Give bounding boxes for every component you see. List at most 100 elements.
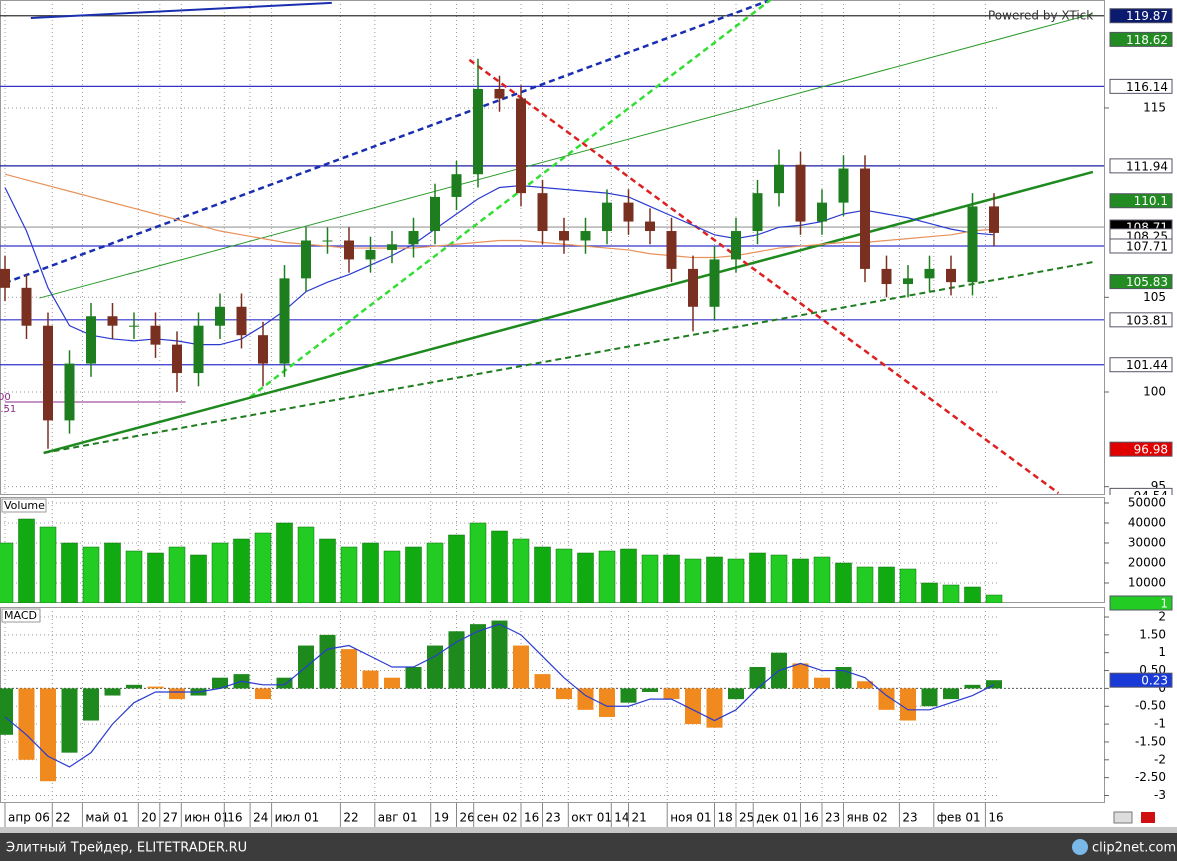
footer-bar: [0, 833, 1177, 861]
value-badge: [1109, 487, 1173, 495]
macd-bar: [126, 684, 142, 689]
x-tick-label: 21: [632, 811, 647, 825]
x-tick-label: авг 01: [378, 811, 418, 825]
candle-body: [967, 206, 978, 283]
watermark: Powered by XTick: [988, 9, 1093, 23]
trend-line: [30, 1, 332, 19]
y-tick-label: 1.50: [1139, 627, 1166, 641]
macd-bar: [728, 688, 744, 700]
x-tick-label: апр 06: [8, 811, 50, 825]
x-tick-label: окт 01: [571, 811, 612, 825]
candle-body: [258, 335, 268, 364]
macd-title-box: [1, 608, 41, 623]
y-tick-label: 50000: [1128, 496, 1166, 510]
candle-body: [172, 344, 182, 374]
value-badge: [1109, 672, 1173, 688]
zoom-button[interactable]: [1113, 811, 1133, 824]
candle-body: [774, 164, 784, 194]
value-badge: [1109, 193, 1173, 209]
candle-body: [43, 325, 53, 421]
y-tick-label: 2: [1158, 609, 1166, 623]
x-tick-label: 16: [988, 811, 1003, 825]
volume-bar: [168, 546, 186, 603]
macd-bar: [599, 688, 615, 717]
volume-bar: [211, 542, 229, 603]
value-badge-label: 0.23: [1141, 674, 1168, 688]
candle-body: [709, 259, 720, 307]
macd-bar: [943, 688, 959, 700]
x-tick-label: дек 01: [756, 811, 798, 825]
candle-body: [64, 363, 75, 421]
volume-bar: [964, 586, 981, 603]
line-series: [4, 184, 995, 346]
value-badge: [1109, 158, 1173, 174]
macd-bar: [18, 688, 35, 760]
y-tick-label: -0.50: [1135, 699, 1166, 713]
candle-body: [236, 306, 247, 336]
candle-body: [408, 231, 419, 245]
y-tick-label: 115: [1143, 100, 1166, 114]
candle-body: [580, 231, 591, 241]
x-tick-label: 24: [253, 811, 268, 825]
y-tick-label: 105: [1143, 290, 1166, 304]
x-tick-label: май 01: [85, 811, 128, 825]
volume-bar: [340, 546, 358, 603]
candle-body: [666, 231, 677, 269]
volume-bar: [491, 530, 508, 603]
macd-bar: [405, 666, 422, 689]
y-tick-label: -2: [1154, 752, 1166, 766]
macd-bar: [857, 681, 873, 689]
value-badge: [1109, 8, 1173, 24]
macd-bar: [61, 688, 78, 753]
value-badge-label: 1: [1160, 596, 1168, 610]
volume-bar: [18, 518, 35, 603]
volume-bar: [598, 550, 616, 603]
x-tick-label: янв 02: [847, 811, 888, 825]
value-badge: [1109, 274, 1173, 290]
candle-body: [150, 325, 161, 345]
macd-bar: [319, 634, 336, 689]
x-tick-label: 23: [825, 811, 840, 825]
trend-line: [468, 58, 1060, 495]
volume-bar: [641, 554, 659, 603]
volume-bar: [749, 552, 766, 603]
volume-bar: [383, 550, 401, 603]
macd-bar: [40, 688, 56, 782]
macd-bar: [685, 688, 701, 725]
footer-right[interactable]: clip2net.com: [1092, 841, 1176, 856]
candle-body: [623, 202, 634, 222]
footer-logo: [1072, 839, 1088, 855]
volume-bar: [555, 548, 573, 603]
macd-bar: [921, 688, 938, 707]
volume-bar: [684, 558, 702, 603]
value-badge-label: 103.81: [1126, 313, 1168, 327]
macd-title: MACD: [4, 609, 37, 622]
macd-bar: [169, 688, 185, 700]
value-badge: [1109, 357, 1173, 373]
candle-body: [946, 268, 956, 283]
candle-body: [451, 174, 462, 197]
macd-bar: [470, 624, 486, 689]
candle-body: [494, 89, 505, 99]
macd-bar: [341, 649, 357, 689]
candle-body: [0, 268, 10, 288]
macd-bar: [83, 688, 99, 721]
candle-body: [193, 325, 204, 374]
candle-body: [860, 168, 870, 269]
x-tick-label: 22: [55, 811, 70, 825]
exit-button[interactable]: [1141, 812, 1155, 823]
volume-bar: [921, 582, 938, 603]
value-badge: [1109, 78, 1173, 94]
candle-body: [838, 168, 849, 203]
x-tick-label: 22: [343, 811, 358, 825]
volume-bar: [276, 522, 293, 603]
separator: [0, 827, 1177, 833]
y-tick-label: -2.50: [1135, 770, 1166, 784]
candle-body: [107, 316, 118, 326]
candle-body: [473, 89, 483, 175]
macd-bar: [255, 688, 271, 700]
volume-bar: [856, 566, 874, 603]
macd-bar: [642, 688, 658, 692]
price-plot: [0, 0, 1104, 495]
